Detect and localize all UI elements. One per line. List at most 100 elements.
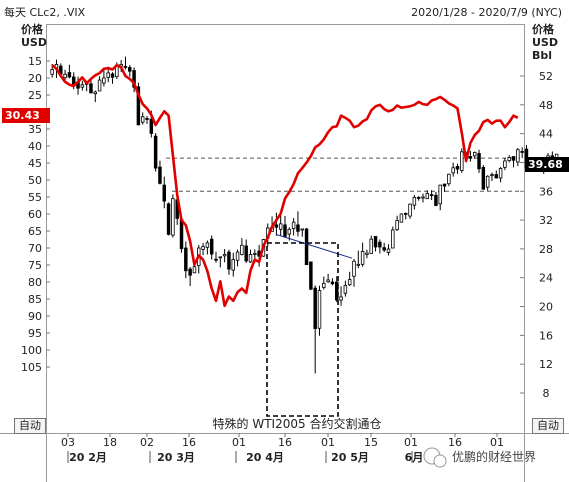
candle-body [498, 168, 503, 179]
trend-line [275, 233, 353, 259]
x-axis-ticks: 03 18 02 16 01 16 01 15 01 16 01 20 2月 20 3月 20 4月 20 … [61, 433, 504, 464]
candle-body [80, 84, 85, 88]
candle-body [322, 282, 326, 288]
candle-body [494, 174, 499, 179]
left-tick-label: 95 [28, 327, 42, 340]
right-axis-unit-3: Bbl [532, 49, 552, 62]
right-tick-label: 52 [539, 70, 553, 83]
right-tick-label: 20 [539, 301, 553, 314]
candle-body [192, 266, 197, 274]
x-day-tick-label: 01 [490, 436, 504, 449]
x-day-tick-label: 16 [182, 436, 196, 449]
candle-body [451, 167, 455, 174]
left-tick-label: 55 [28, 191, 42, 204]
candle-body [468, 156, 473, 159]
left-tick-label: 90 [28, 310, 42, 323]
candle-body [240, 244, 244, 255]
candle-body [287, 228, 292, 235]
candle-body [97, 79, 102, 92]
candle-body [128, 67, 132, 72]
candle-body [179, 219, 184, 250]
x-day-tick-label: 16 [448, 436, 462, 449]
candle-body [386, 248, 391, 253]
candle-body [184, 247, 188, 272]
candle-body [516, 149, 520, 163]
candle-body [145, 118, 149, 120]
candle-body [360, 250, 365, 265]
candle-body [399, 213, 404, 223]
candle-body [373, 236, 378, 248]
candle-body [343, 284, 348, 294]
candle-body [503, 160, 507, 168]
candle-body [89, 83, 93, 94]
candle-body [50, 69, 54, 75]
candle-body [507, 157, 511, 162]
left-tick-label: 15 [28, 55, 42, 68]
left-axis-unit-2: USD [21, 36, 47, 49]
candle-body [395, 220, 399, 231]
trend-line-segment [275, 233, 353, 259]
left-tick-label: 35 [28, 123, 42, 136]
right-tick-label: 44 [539, 128, 553, 141]
candle-body [227, 251, 231, 270]
candle-body [403, 212, 408, 215]
chart-header-date-range: 2020/1/28 - 2020/7/9 (NYC) [411, 6, 562, 19]
right-tick-label: 12 [539, 358, 553, 371]
candle-body [296, 224, 300, 232]
candle-body [481, 167, 486, 190]
candle-body [248, 254, 253, 263]
candle-body [63, 73, 67, 79]
oil-last-value-badge: 39.68 [525, 157, 569, 172]
right-tick-label: 48 [539, 99, 553, 112]
candle-body [102, 77, 106, 84]
candle-body [205, 242, 210, 248]
left-auto-scale-button[interactable]: 自动 [14, 418, 46, 434]
x-day-tick-label: 01 [232, 436, 246, 449]
chart-header-title: 每天 CLc2, .VIX [4, 5, 86, 19]
candle-body [429, 194, 434, 197]
candle-body [291, 221, 296, 230]
candle-body [511, 156, 516, 161]
candle-body [485, 175, 490, 188]
candle-body [330, 281, 335, 285]
candle-body [153, 135, 158, 169]
candle-body [369, 238, 373, 254]
candle-body [166, 203, 171, 235]
candle-body [391, 229, 395, 249]
x-day-tick-label: 03 [61, 436, 75, 449]
oil-price-line [51, 63, 519, 308]
x-month-label: 20 3月 [157, 451, 195, 464]
candle-body [382, 247, 386, 251]
watermark-text: 优鹏的财经世界 [452, 449, 536, 464]
oil-price-series [51, 63, 519, 308]
left-tick-label: 75 [28, 259, 42, 272]
right-tick-label: 36 [539, 185, 553, 198]
candle-body [300, 228, 304, 231]
candle-body [67, 72, 72, 78]
candle-body [304, 228, 309, 266]
candle-body [313, 287, 317, 329]
candle-body [455, 165, 460, 170]
candle-body [434, 194, 438, 206]
candle-body [201, 246, 205, 250]
candle-body [520, 151, 524, 153]
candle-body [162, 184, 167, 202]
candle-body [347, 279, 352, 286]
candle-body [132, 70, 136, 88]
candle-body [365, 252, 369, 255]
candle-body [421, 196, 425, 199]
x-day-tick-label: 02 [140, 436, 154, 449]
candle-body [171, 198, 175, 236]
right-tick-label: 16 [539, 329, 553, 342]
candle-body [438, 184, 442, 205]
left-tick-label: 45 [28, 157, 42, 170]
candle-body [416, 196, 421, 199]
left-tick-label: 105 [21, 361, 42, 374]
candle-body [425, 193, 430, 200]
x-day-tick-label: 01 [321, 436, 335, 449]
candle-body [106, 72, 110, 78]
right-auto-scale-button[interactable]: 自动 [532, 418, 564, 434]
candle-body [356, 263, 361, 266]
x-day-tick-label: 01 [404, 436, 418, 449]
candle-body [447, 173, 451, 185]
